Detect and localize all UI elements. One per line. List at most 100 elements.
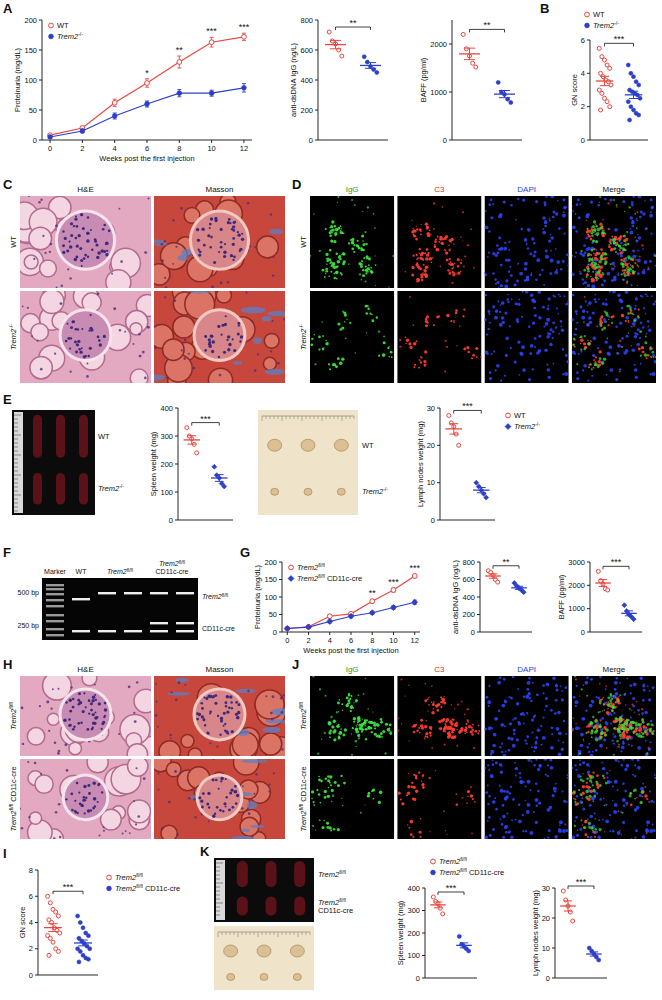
nucleus	[90, 709, 93, 712]
collagen	[250, 825, 265, 828]
nucleus	[101, 791, 103, 793]
nucleus	[144, 251, 147, 254]
deposit	[333, 263, 335, 265]
nucleus	[251, 320, 253, 322]
nucleus	[40, 773, 42, 775]
nucleus	[531, 237, 534, 240]
nucleus	[622, 200, 625, 203]
deposit	[362, 274, 365, 277]
nucleus	[184, 684, 186, 686]
point	[58, 931, 62, 935]
nucleus	[225, 778, 227, 780]
text-part: Merge	[603, 185, 626, 194]
nucleus	[50, 243, 53, 246]
nucleus	[86, 239, 90, 243]
deposit	[614, 266, 616, 268]
tubule	[161, 825, 177, 839]
text-part: Masson	[205, 185, 233, 194]
nucleus	[193, 367, 196, 370]
deposit	[608, 244, 610, 246]
nucleus	[227, 335, 230, 338]
deposit	[329, 227, 331, 229]
nucleus	[515, 219, 517, 221]
x-tick-label: 0	[285, 636, 289, 645]
nucleus	[78, 792, 80, 794]
nucleus	[220, 717, 223, 720]
nucleus	[97, 251, 101, 255]
nucleus	[508, 271, 510, 273]
nucleus	[133, 800, 135, 802]
nucleus	[209, 227, 211, 229]
nucleus	[120, 260, 123, 263]
nucleus	[520, 228, 522, 230]
nucleus	[542, 231, 546, 235]
legend-label: Trem2fl/fl CD11c-cre	[297, 573, 362, 583]
y-axis	[590, 40, 591, 140]
nucleus	[564, 206, 567, 209]
deposit	[434, 240, 437, 243]
nucleus	[224, 729, 226, 731]
point	[474, 65, 478, 69]
text-part: Trem2	[439, 857, 461, 866]
collagen	[188, 291, 212, 293]
nucleus	[635, 239, 638, 242]
deposit	[416, 254, 418, 256]
nucleus	[106, 250, 108, 252]
nucleus	[85, 797, 87, 799]
nucleus	[168, 801, 171, 804]
nucleus	[67, 268, 69, 270]
deposit	[592, 225, 595, 228]
y-tick	[587, 73, 590, 74]
y-axis-title: BAFF (pg/ml)	[557, 574, 566, 619]
nucleus	[85, 706, 87, 708]
nucleus	[38, 201, 41, 204]
nucleus	[231, 806, 234, 809]
text-part: 200	[160, 460, 173, 469]
y-tick	[587, 140, 590, 141]
nucleus	[188, 353, 190, 355]
chart: 0102030Lymph nodes weight (mg)***WTTrem2…	[416, 401, 541, 524]
nucleus	[542, 216, 545, 219]
text-part: Lymph nodes weight (mg)	[416, 420, 425, 507]
y-tick-label: 100	[264, 593, 277, 602]
deposit	[616, 206, 618, 208]
deposit	[457, 272, 460, 275]
text-part: ***	[63, 882, 74, 892]
tubule	[208, 368, 232, 383]
collagen	[269, 229, 283, 235]
deposit	[362, 269, 364, 271]
legend-label: WT	[514, 411, 526, 420]
x-axis	[480, 632, 532, 633]
x-axis-title: Weeks post the first injection	[303, 646, 398, 655]
bowman-space	[59, 687, 113, 741]
collagen	[155, 243, 168, 246]
nucleus	[492, 203, 494, 205]
point	[76, 914, 80, 918]
nucleus	[28, 196, 30, 197]
x-tick	[50, 140, 51, 143]
nucleus	[544, 221, 548, 225]
nucleus	[603, 280, 606, 283]
nucleus	[209, 710, 212, 713]
image-background	[485, 196, 569, 288]
nucleus	[69, 245, 72, 248]
annotation: ***	[409, 563, 420, 573]
point	[306, 624, 311, 629]
text-part: Trem2	[115, 873, 137, 882]
tubule	[128, 800, 151, 823]
deposit	[343, 233, 345, 235]
nucleus	[170, 737, 172, 739]
nucleus	[550, 272, 553, 275]
deposit	[351, 242, 354, 245]
deposit	[353, 244, 355, 246]
deposit	[426, 226, 429, 229]
deposit	[361, 279, 363, 281]
collagen	[265, 369, 285, 375]
nucleus	[230, 254, 233, 257]
nucleus	[89, 314, 91, 316]
deposit	[367, 271, 369, 273]
nucleus	[545, 250, 548, 253]
nucleus	[233, 790, 237, 794]
text-part: 0	[29, 971, 33, 980]
deposit	[421, 252, 424, 255]
